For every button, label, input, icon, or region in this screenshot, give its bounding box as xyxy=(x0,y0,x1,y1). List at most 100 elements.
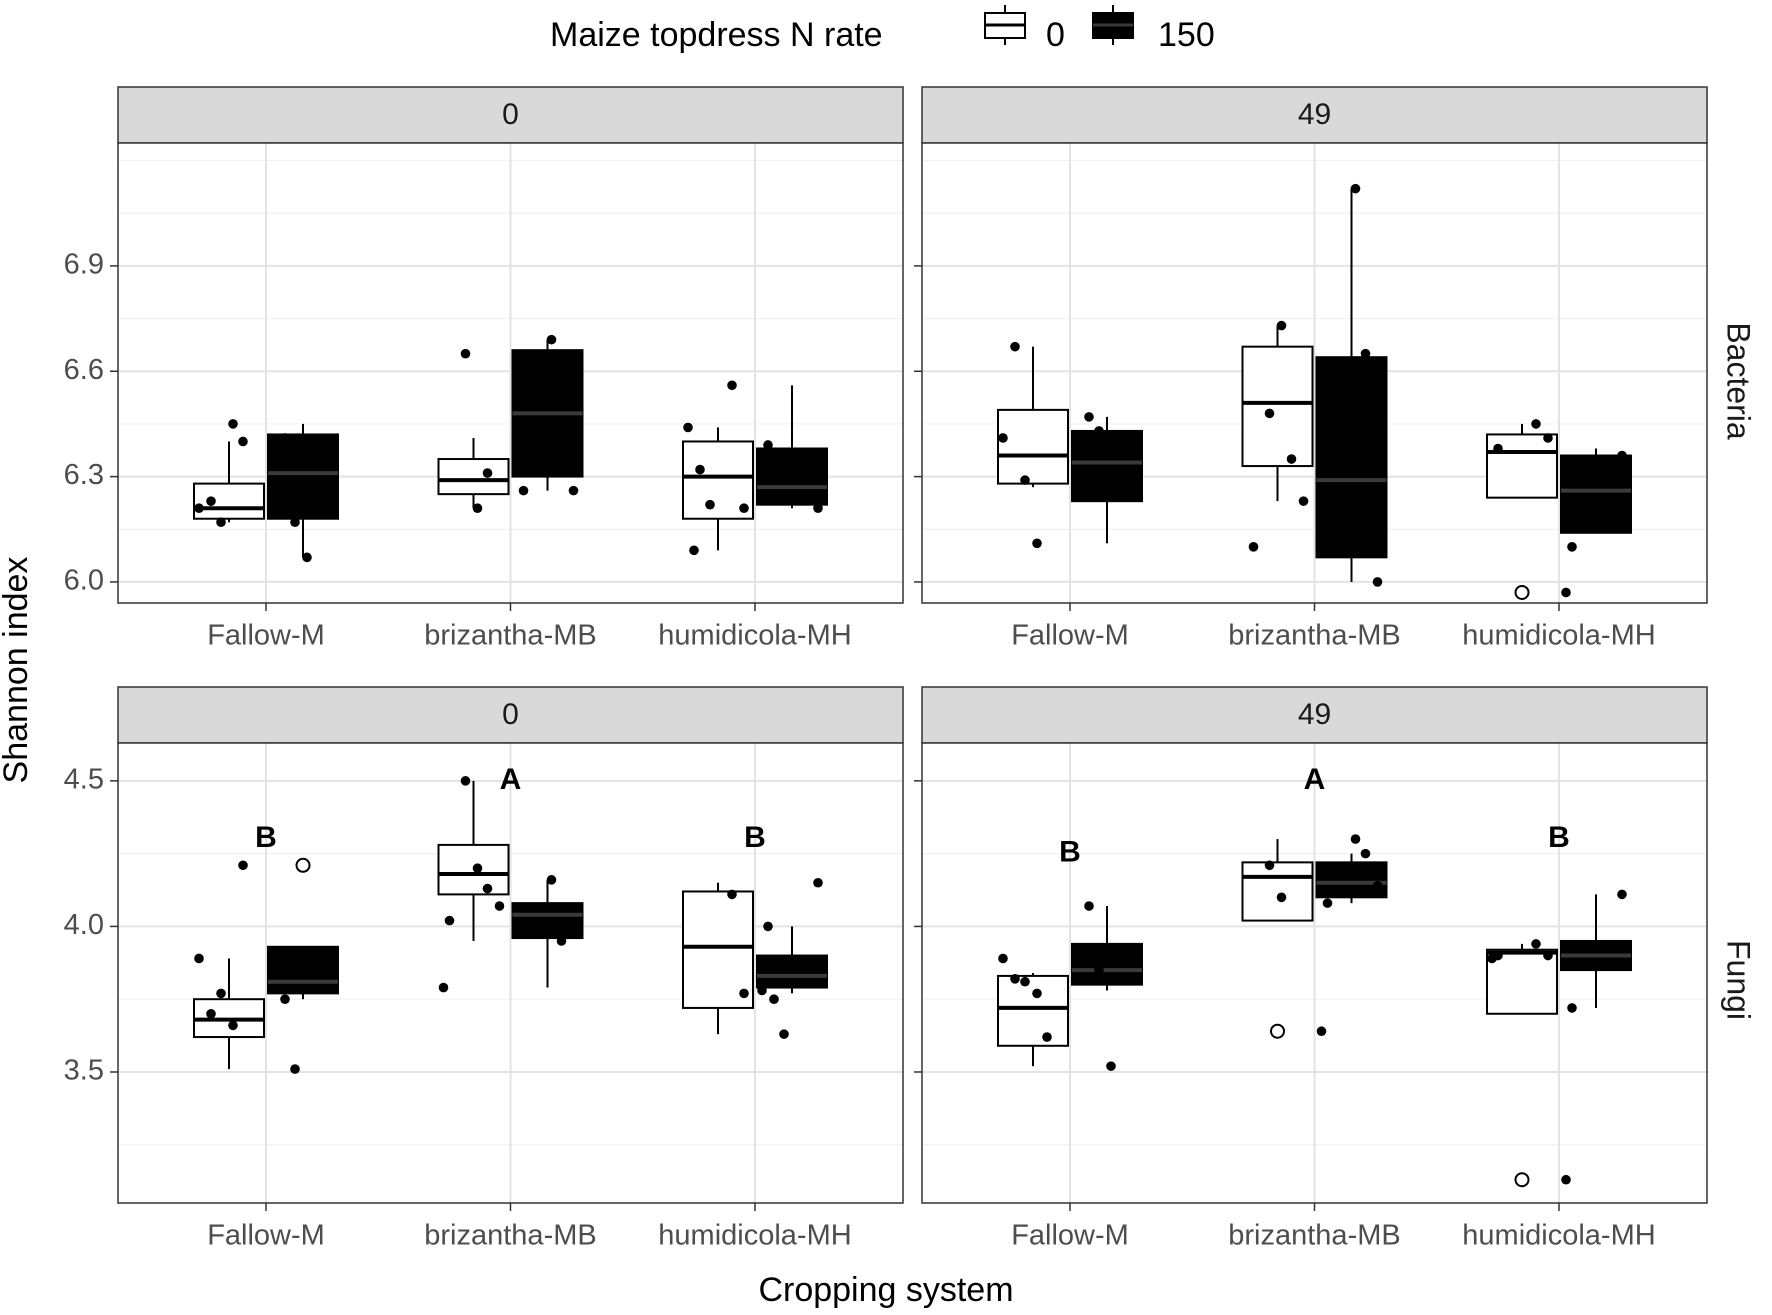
data-point xyxy=(1350,183,1361,194)
data-point xyxy=(194,953,204,964)
data-point xyxy=(546,875,557,885)
data-point xyxy=(1543,950,1553,961)
data-point xyxy=(460,776,471,786)
box-humidicola-MH-n150 xyxy=(756,877,828,1039)
box-Fallow-M-n0 xyxy=(997,953,1069,1067)
data-point xyxy=(280,994,290,1005)
data-point xyxy=(206,1008,216,1019)
panel-border xyxy=(921,142,1708,604)
data-point xyxy=(1276,320,1287,331)
data-point xyxy=(998,953,1008,964)
strip-label-bottom-right: 49 xyxy=(1298,698,1331,731)
box-humidicola-MH-n150 xyxy=(1560,889,1632,1185)
data-point xyxy=(546,334,557,345)
data-point xyxy=(1350,834,1361,844)
data-point xyxy=(1372,880,1383,891)
data-point xyxy=(1106,1061,1116,1071)
box-iqr xyxy=(1315,356,1388,559)
box-iqr xyxy=(1071,942,1143,986)
box-iqr xyxy=(1560,454,1632,534)
x-axis-title: Cropping system xyxy=(758,1271,1013,1309)
y-tick-label: 6.9 xyxy=(64,249,104,281)
panels-layer: 6.0 6.3 6.6 6.9 Fallow-M brizantha-MB humidico… xyxy=(64,142,1708,1252)
significance-letter: A xyxy=(1304,763,1326,796)
data-point xyxy=(695,464,705,475)
y-tick-label: 6.0 xyxy=(64,565,104,597)
data-point xyxy=(1020,475,1030,485)
box-Fallow-M-n150 xyxy=(267,423,339,563)
significance-letter: B xyxy=(744,821,766,854)
box-iqr xyxy=(511,902,584,940)
data-point xyxy=(683,422,693,433)
data-point xyxy=(460,348,471,359)
legend-label-150: 150 xyxy=(1158,16,1215,54)
strip-bg-bottom-right xyxy=(921,686,1708,744)
data-point xyxy=(769,994,779,1005)
data-point xyxy=(216,517,226,528)
data-point xyxy=(1084,412,1094,422)
data-point xyxy=(568,485,579,496)
outlier-point xyxy=(295,857,311,873)
x-tick-label: humidicola-MH xyxy=(1462,620,1655,652)
box-humidicola-MH-n0 xyxy=(1486,419,1558,600)
legend-key-0 xyxy=(984,5,1026,45)
data-point xyxy=(1372,577,1383,587)
data-point xyxy=(779,1029,789,1039)
data-point xyxy=(302,552,312,563)
significance-letter: B xyxy=(1548,821,1570,854)
data-point xyxy=(444,915,455,926)
legend-label-0: 0 xyxy=(1046,16,1065,54)
legend: Maize topdress N rate 0 150 xyxy=(550,5,1215,54)
box-iqr xyxy=(997,974,1069,1047)
significance-letter: A xyxy=(500,763,522,796)
box-iqr xyxy=(756,954,828,989)
data-point xyxy=(556,936,567,946)
data-point xyxy=(1360,848,1371,859)
data-point xyxy=(705,499,715,510)
data-point xyxy=(727,380,737,391)
data-point xyxy=(763,440,773,450)
box-iqr xyxy=(1486,433,1558,499)
data-point xyxy=(438,982,449,993)
data-point xyxy=(206,496,216,506)
data-point xyxy=(1360,348,1371,359)
box-iqr xyxy=(1315,861,1388,899)
data-point xyxy=(238,860,248,871)
data-point xyxy=(1561,1174,1571,1185)
significance-letter: B xyxy=(255,821,277,854)
data-point xyxy=(1543,433,1553,443)
x-tick-label: Fallow-M xyxy=(207,1220,325,1252)
box-iqr xyxy=(437,458,510,496)
data-point xyxy=(482,883,493,894)
strip-label-top-right: 49 xyxy=(1298,98,1331,131)
outlier-point xyxy=(1514,584,1530,600)
data-point xyxy=(518,485,529,496)
data-point xyxy=(1322,898,1333,908)
box-iqr xyxy=(997,408,1069,485)
x-tick-label: humidicola-MH xyxy=(658,1220,851,1252)
data-point xyxy=(216,988,226,999)
x-tick-label: Fallow-M xyxy=(207,620,325,652)
data-point xyxy=(238,436,248,447)
significance-letter: B xyxy=(1059,836,1081,869)
data-point xyxy=(556,433,567,443)
data-point xyxy=(757,985,767,996)
data-point xyxy=(727,889,737,900)
box-iqr xyxy=(682,890,754,1009)
box-humidicola-MH-n0 xyxy=(682,882,754,1035)
data-point xyxy=(1032,988,1042,999)
box-Fallow-M-n0 xyxy=(193,419,265,528)
data-point xyxy=(1094,426,1104,436)
box-brizantha-MB-n0 xyxy=(1241,839,1314,1039)
data-point xyxy=(290,517,300,528)
box-humidicola-MH-n0 xyxy=(1486,939,1558,1188)
box-iqr xyxy=(1241,861,1314,922)
box-iqr xyxy=(682,440,754,520)
strip-label-bottom-left: 0 xyxy=(502,698,519,731)
data-point xyxy=(1010,974,1020,984)
box-brizantha-MB-n0 xyxy=(437,348,510,513)
data-point xyxy=(739,503,749,513)
data-point xyxy=(1094,965,1104,975)
box-humidicola-MH-n0 xyxy=(682,380,754,556)
y-tick-label: 6.3 xyxy=(64,459,104,491)
